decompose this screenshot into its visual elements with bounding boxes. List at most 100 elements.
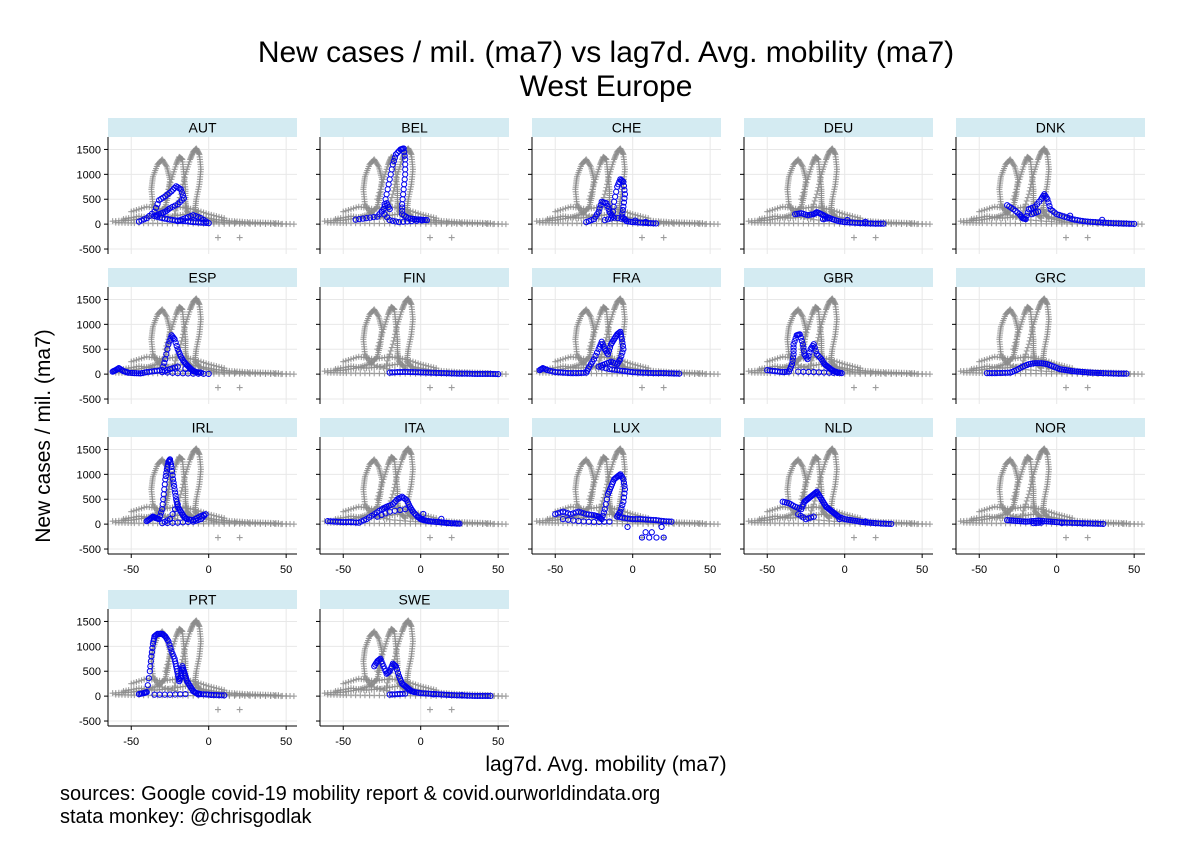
background-marker xyxy=(197,208,204,215)
country-point xyxy=(632,217,639,224)
background-marker xyxy=(813,191,820,198)
background-marker xyxy=(428,213,435,220)
background-marker xyxy=(801,186,808,193)
background-marker xyxy=(913,221,920,228)
y-axis xyxy=(740,137,745,254)
y-tick-label: -500 xyxy=(79,544,101,556)
background-marker xyxy=(799,192,806,199)
background-marker xyxy=(453,220,460,227)
background-marker xyxy=(430,214,437,221)
country-point xyxy=(607,215,615,222)
background-marker xyxy=(810,220,817,227)
background-marker xyxy=(216,220,223,227)
background-marker xyxy=(1022,370,1029,377)
panel-label: GBR xyxy=(823,270,853,286)
background-marker xyxy=(1040,207,1047,214)
background-marker xyxy=(686,220,693,227)
background-marker xyxy=(590,182,597,189)
background-marker xyxy=(236,384,243,391)
background-marker xyxy=(236,220,243,227)
background-marker xyxy=(557,207,564,214)
background-marker xyxy=(1029,174,1036,181)
background-marker xyxy=(669,220,676,227)
background-marker xyxy=(1048,220,1055,227)
country-point xyxy=(400,186,407,193)
country-point xyxy=(619,206,626,214)
background-marker xyxy=(1084,234,1091,241)
country-point xyxy=(620,199,628,206)
country-point xyxy=(621,187,628,194)
panel-label: DEU xyxy=(824,120,854,136)
background-marker xyxy=(487,220,494,227)
background-marker xyxy=(376,189,383,196)
background-marker xyxy=(852,213,859,220)
background-marker xyxy=(614,220,621,227)
background-marker xyxy=(696,221,703,228)
background-marker xyxy=(1012,220,1019,227)
background-marker xyxy=(402,206,409,213)
background-marker xyxy=(844,211,851,218)
background-marker xyxy=(604,181,611,188)
country-point xyxy=(611,214,618,221)
background-marker xyxy=(826,220,833,227)
background-marker xyxy=(342,207,349,214)
background-marker xyxy=(200,209,207,216)
country-series xyxy=(583,176,660,227)
background-marker xyxy=(872,384,879,391)
background-marker xyxy=(624,209,631,216)
panel-strip xyxy=(108,118,297,137)
chart-subtitle: West Europe xyxy=(520,70,693,103)
background-marker xyxy=(714,371,721,378)
background-marker xyxy=(417,211,424,218)
country-point xyxy=(621,216,629,223)
y-axis xyxy=(104,437,109,554)
y-tick-label: 500 xyxy=(83,194,101,206)
background-marker xyxy=(634,212,641,219)
country-point xyxy=(384,186,391,193)
background-marker xyxy=(135,206,142,213)
panel-label: FRA xyxy=(613,270,642,286)
country-point xyxy=(621,195,628,202)
background-marker xyxy=(841,211,848,218)
panel-strip xyxy=(108,268,297,287)
background-marker xyxy=(245,520,252,527)
background-marker xyxy=(415,210,422,217)
x-tick-label: 0 xyxy=(206,564,212,576)
background-marker xyxy=(389,341,396,348)
country-point xyxy=(352,216,359,223)
y-tick-label: -500 xyxy=(79,244,101,256)
background-marker xyxy=(502,221,509,228)
background-marker xyxy=(128,208,135,215)
background-marker xyxy=(881,370,888,377)
background-marker xyxy=(598,220,605,227)
background-marker xyxy=(589,186,596,193)
y-tick-label: 1000 xyxy=(77,319,101,331)
background-marker xyxy=(637,213,644,220)
x-axis-title: lag7d. Avg. mobility (ma7) xyxy=(485,753,726,776)
background-marker xyxy=(1012,189,1019,196)
background-marker xyxy=(591,179,598,186)
background-marker xyxy=(831,207,838,214)
background-marker xyxy=(815,184,822,191)
background-marker xyxy=(226,220,233,227)
background-marker xyxy=(404,207,411,214)
y-axis xyxy=(952,287,957,404)
background-marker xyxy=(1084,384,1091,391)
background-marker xyxy=(1023,197,1030,204)
country-point xyxy=(172,339,179,346)
background-marker xyxy=(159,220,166,227)
background-marker xyxy=(846,212,853,219)
background-marker xyxy=(1138,221,1145,228)
country-point xyxy=(621,191,629,198)
country-point xyxy=(1045,199,1052,206)
country-point xyxy=(399,201,406,208)
background-marker xyxy=(448,220,455,227)
background-marker xyxy=(816,181,823,188)
background-marker xyxy=(811,197,818,204)
background-marker xyxy=(1010,196,1017,203)
background-marker xyxy=(1028,177,1035,184)
background-marker xyxy=(926,371,933,378)
background-markers xyxy=(745,145,933,241)
